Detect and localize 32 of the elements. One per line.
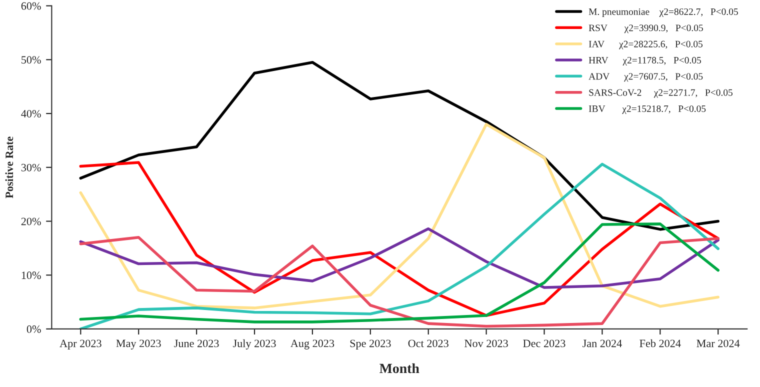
y-tick-label: 60%: [21, 2, 41, 10]
y-tick-label: 20%: [21, 218, 41, 226]
y-tick-label: 10%: [22, 272, 41, 280]
x-tick-label: May 2023: [116, 340, 161, 350]
line-series: [79, 222, 720, 324]
x-tick-label: Jan 2024: [582, 340, 622, 348]
y-tick-label: 0%: [26, 325, 41, 333]
legend-label: SARS-CoV-2 χ2=2271.7, P<0.05: [589, 89, 732, 98]
x-tick-label: Mar 2024: [696, 340, 740, 348]
y-tick-label: 40%: [21, 110, 41, 118]
x-tick-label: Spe 2023: [350, 340, 391, 350]
x-tick-label: July 2023: [232, 339, 276, 350]
x-tick-label: Nov 2023: [464, 340, 508, 348]
legend-label: M. pneumoniae χ2=8622.7, P<0.05: [588, 8, 738, 17]
x-tick-label: Oct 2023: [408, 340, 448, 348]
x-tick-label: Feb 2024: [640, 339, 681, 348]
legend-label: IAV χ2=28225.6, P<0.05: [588, 40, 703, 50]
line-series: [79, 122, 720, 310]
x-tick-label: Apr 2023: [60, 340, 102, 350]
line-series: [79, 227, 720, 289]
x-axis-title: Month: [380, 363, 420, 374]
x-tick-label: Aug 2023: [290, 340, 334, 350]
legend-label: RSV χ2=3990.9, P<0.05: [588, 24, 703, 34]
x-tick-label: Dec 2023: [523, 340, 566, 348]
y-tick-label: 50%: [22, 56, 41, 64]
y-axis-title: Positive Rate: [5, 136, 14, 198]
line-series: [79, 236, 720, 328]
y-tick-label: 30%: [21, 164, 41, 172]
x-tick-label: June 2023: [174, 340, 219, 348]
legend-label: ADV χ2=7607.5, P<0.05: [588, 73, 703, 82]
legend-label: IBV χ2=15218.7, P<0.05: [588, 105, 706, 114]
legend-label: HRV χ2=1178.5, P<0.05: [588, 56, 702, 66]
